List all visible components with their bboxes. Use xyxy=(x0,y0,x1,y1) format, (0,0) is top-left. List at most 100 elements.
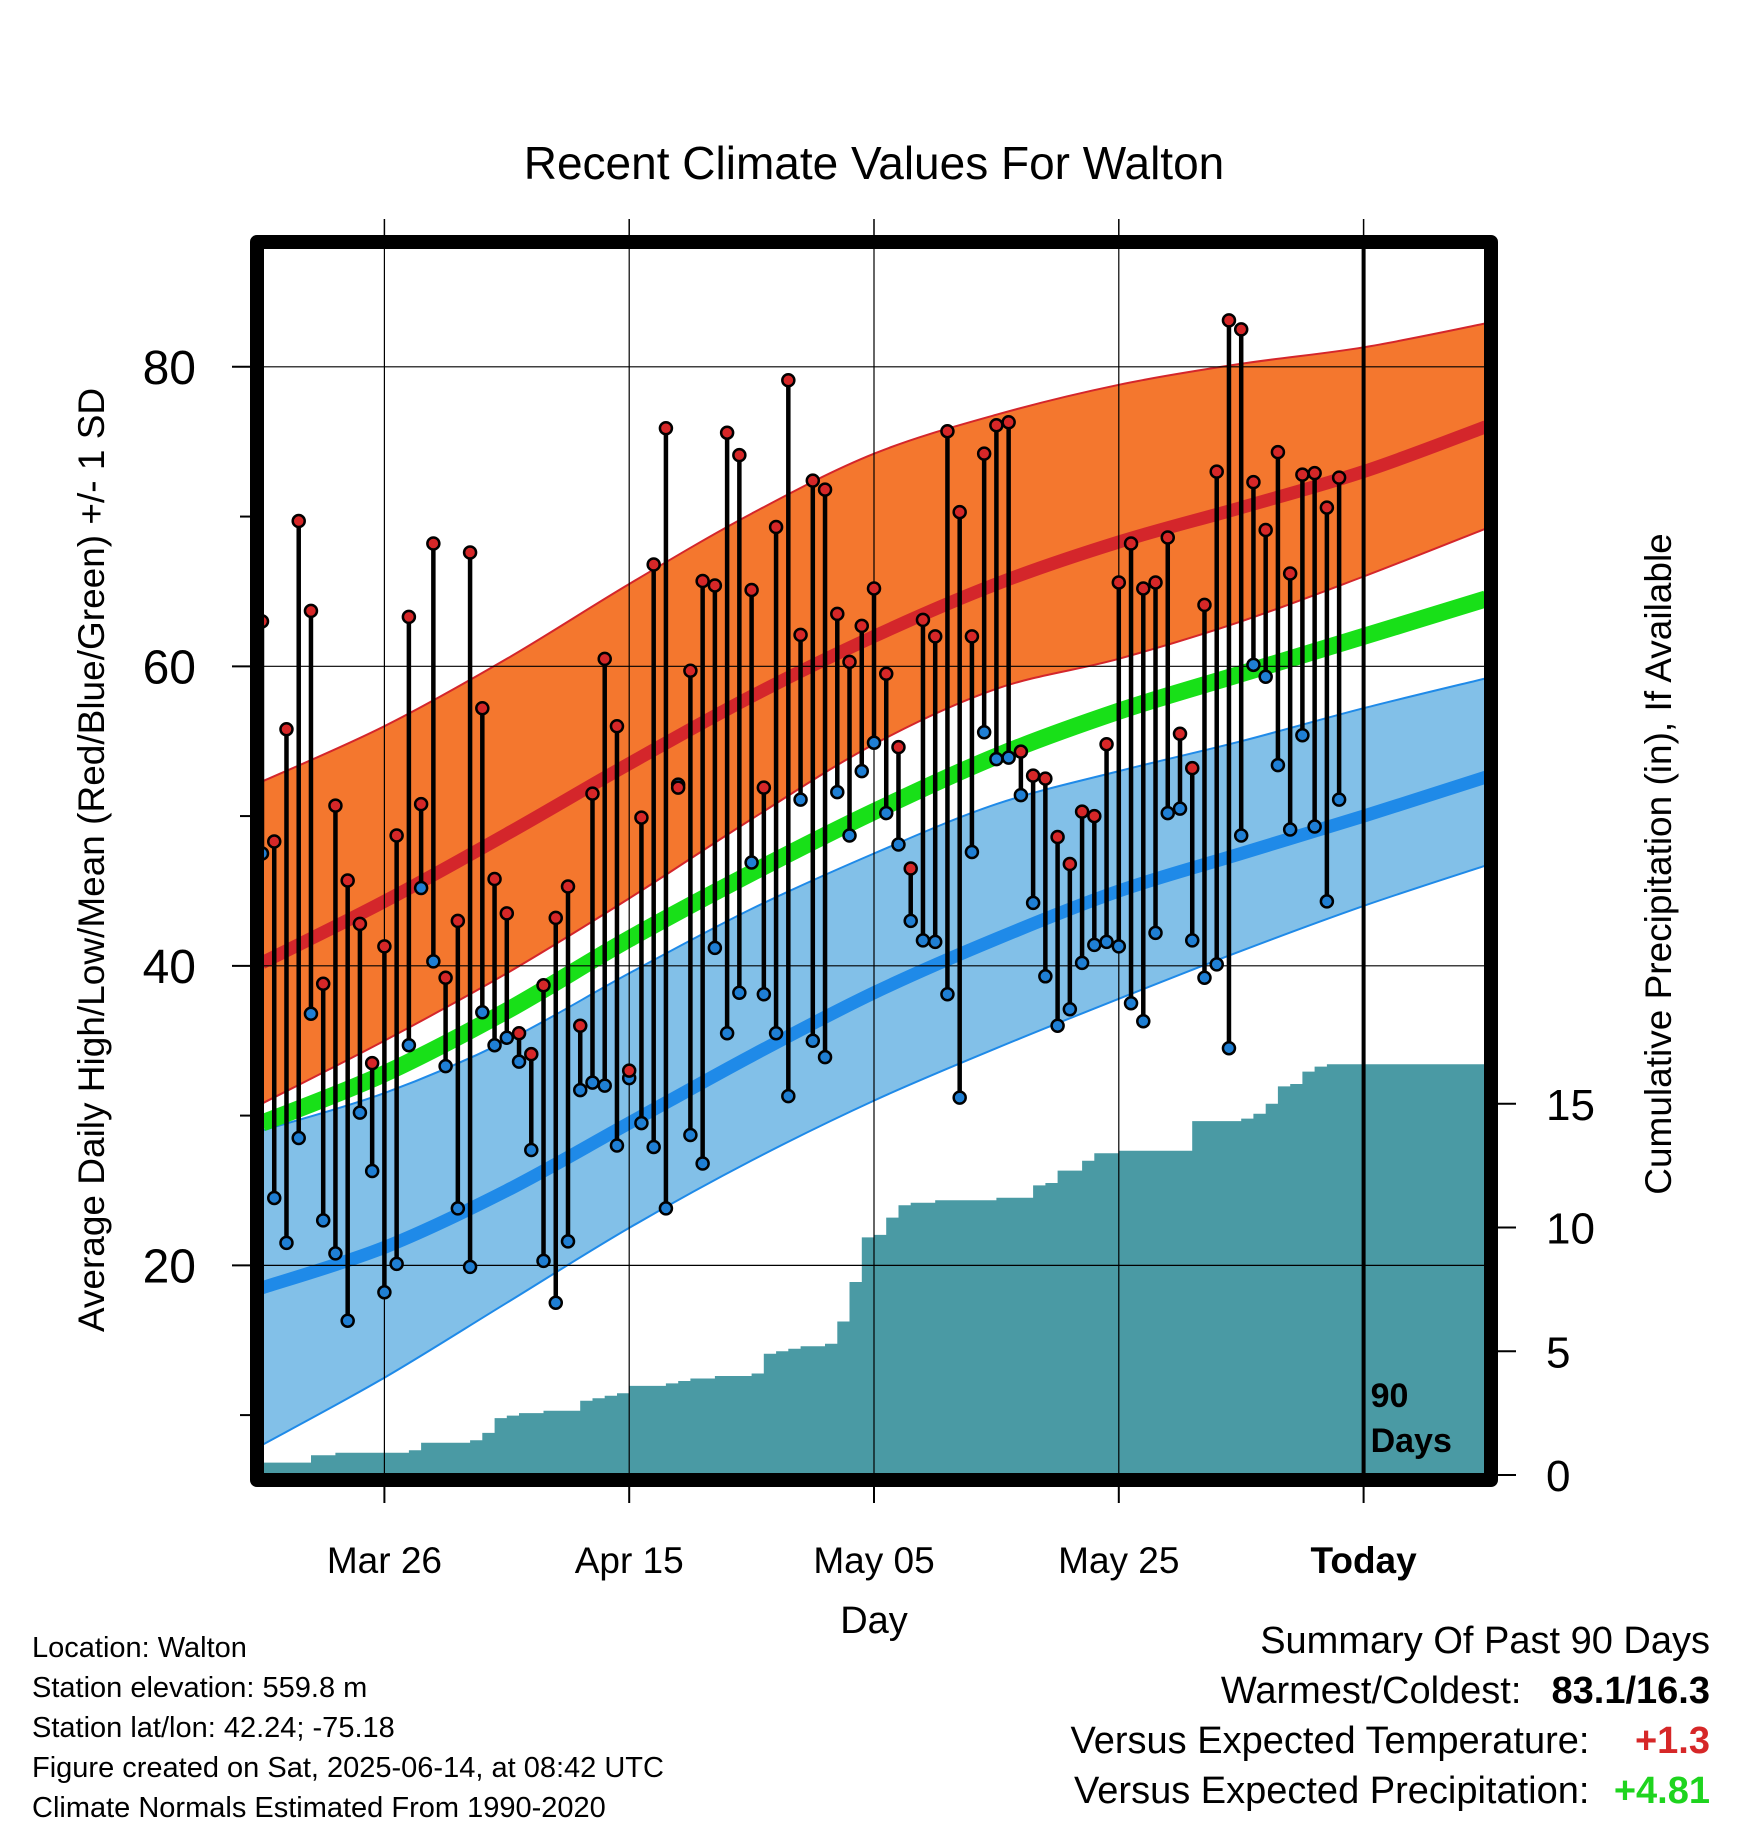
daily-high-dot xyxy=(683,663,698,679)
daily-high-dot xyxy=(915,612,931,628)
x-tick-label: Mar 26 xyxy=(327,1540,442,1581)
daily-high-dot xyxy=(1013,744,1029,759)
y-tick-label: 20 xyxy=(143,1240,196,1293)
daily-low-dot xyxy=(695,1156,710,1171)
daily-low-dot xyxy=(389,1256,404,1272)
temp-label: Versus Expected Temperature: xyxy=(1070,1720,1590,1762)
daily-high-dot xyxy=(805,473,821,488)
daily-low-dot xyxy=(475,1005,490,1020)
daily-high-dot xyxy=(499,906,515,921)
daily-low-dot xyxy=(585,1075,600,1090)
precip-label: Versus Expected Precipitation: xyxy=(1074,1770,1590,1812)
daily-low-dot xyxy=(340,1313,355,1329)
daily-low-dot xyxy=(328,1246,343,1261)
plot-frame xyxy=(250,235,1498,1487)
daily-high-dot xyxy=(817,482,833,497)
daily-high-dot xyxy=(854,618,870,634)
daily-high-dot xyxy=(707,578,723,593)
daily-high-dot xyxy=(1209,464,1224,479)
elevation-text: Station elevation: 559.8 m xyxy=(32,1672,368,1704)
daily-low-dot xyxy=(1319,894,1335,909)
daily-high-dot xyxy=(401,609,417,625)
daily-low-dot xyxy=(1258,669,1273,685)
daily-high-dot xyxy=(548,910,564,926)
daily-low-dot xyxy=(1172,801,1188,816)
daily-high-dot xyxy=(670,780,686,795)
daily-high-dot xyxy=(658,420,674,436)
daily-low-dot xyxy=(536,1253,551,1269)
daily-high-dot xyxy=(279,721,294,737)
daily-low-dot xyxy=(487,1037,502,1053)
daily-high-dot xyxy=(1074,804,1090,819)
daily-high-dot xyxy=(964,629,980,644)
daily-low-dot xyxy=(719,1025,735,1041)
daily-high-dot xyxy=(597,651,612,667)
daily-high-dot xyxy=(536,978,551,993)
daily-high-dot xyxy=(1270,444,1286,460)
daily-high-dot xyxy=(377,939,392,954)
daily-high-dot xyxy=(1221,313,1237,328)
today-days-word: Days xyxy=(1371,1422,1452,1460)
daily-low-dot xyxy=(744,855,759,870)
daily-low-dot xyxy=(683,1127,698,1143)
daily-high-dot xyxy=(756,780,772,795)
summary-precip-row: Versus Expected Precipitation: +4.81 xyxy=(1071,1766,1710,1816)
daily-high-dot xyxy=(266,834,282,849)
daily-high-dot xyxy=(830,606,845,622)
daily-high-dot xyxy=(1123,536,1139,551)
daily-low-dot xyxy=(524,1142,539,1158)
daily-low-dot xyxy=(1282,822,1298,837)
daily-high-dot xyxy=(389,828,404,843)
y-tick-label: 60 xyxy=(143,641,196,694)
y2-tick-label: 0 xyxy=(1546,1452,1570,1501)
daily-high-dot xyxy=(940,423,955,439)
daily-high-dot xyxy=(719,425,735,440)
daily-low-dot xyxy=(646,1139,661,1155)
daily-low-dot xyxy=(866,735,882,750)
daily-high-dot xyxy=(524,1046,539,1062)
daily-high-dot xyxy=(1038,771,1053,786)
daily-high-dot xyxy=(560,879,576,894)
daily-low-dot xyxy=(291,1130,306,1146)
daily-low-dot xyxy=(1087,937,1102,953)
daily-high-dot xyxy=(1172,726,1188,741)
chart-title: Recent Climate Values For Walton xyxy=(524,137,1225,189)
daily-low-dot xyxy=(364,1163,380,1179)
warmest-label: Warmest/Coldest: xyxy=(1220,1670,1522,1712)
daily-low-dot xyxy=(438,1058,453,1074)
daily-low-dot xyxy=(830,784,845,800)
daily-high-dot xyxy=(781,373,796,388)
daily-high-dot xyxy=(621,1063,637,1078)
daily-low-dot xyxy=(1295,727,1310,743)
daily-low-dot xyxy=(1148,925,1163,941)
y2-tick-label: 5 xyxy=(1546,1328,1570,1377)
daily-high-dot xyxy=(426,536,441,551)
station-info: Location: Walton Station elevation: 559.… xyxy=(32,1628,664,1828)
daily-high-dot xyxy=(340,873,355,888)
y-tick-label: 40 xyxy=(143,941,196,994)
daily-high-dot xyxy=(1197,597,1212,613)
daily-low-dot xyxy=(1307,819,1322,834)
daily-low-dot xyxy=(1197,970,1212,986)
daily-high-dot xyxy=(1136,581,1151,596)
daily-low-dot xyxy=(462,1259,478,1275)
daily-high-dot xyxy=(1282,566,1298,581)
y-tick-label: 80 xyxy=(143,342,196,395)
daily-high-dot xyxy=(291,513,306,529)
daily-low-dot xyxy=(1062,1002,1078,1017)
daily-low-dot xyxy=(854,763,870,779)
daily-high-dot xyxy=(462,545,478,560)
daily-low-dot xyxy=(1209,957,1224,972)
daily-low-dot xyxy=(1221,1040,1237,1056)
daily-high-dot xyxy=(1111,575,1127,590)
daily-high-dot xyxy=(1184,760,1200,776)
daily-high-dot xyxy=(646,557,661,572)
daily-low-dot xyxy=(1050,1018,1065,1033)
daily-low-dot xyxy=(401,1037,417,1053)
daily-high-dot xyxy=(1160,530,1176,545)
daily-low-dot xyxy=(426,954,441,969)
daily-low-dot xyxy=(732,985,747,1001)
x-tick-label: May 05 xyxy=(813,1540,934,1581)
summary-temp-row: Versus Expected Temperature: +1.3 xyxy=(1071,1716,1710,1766)
